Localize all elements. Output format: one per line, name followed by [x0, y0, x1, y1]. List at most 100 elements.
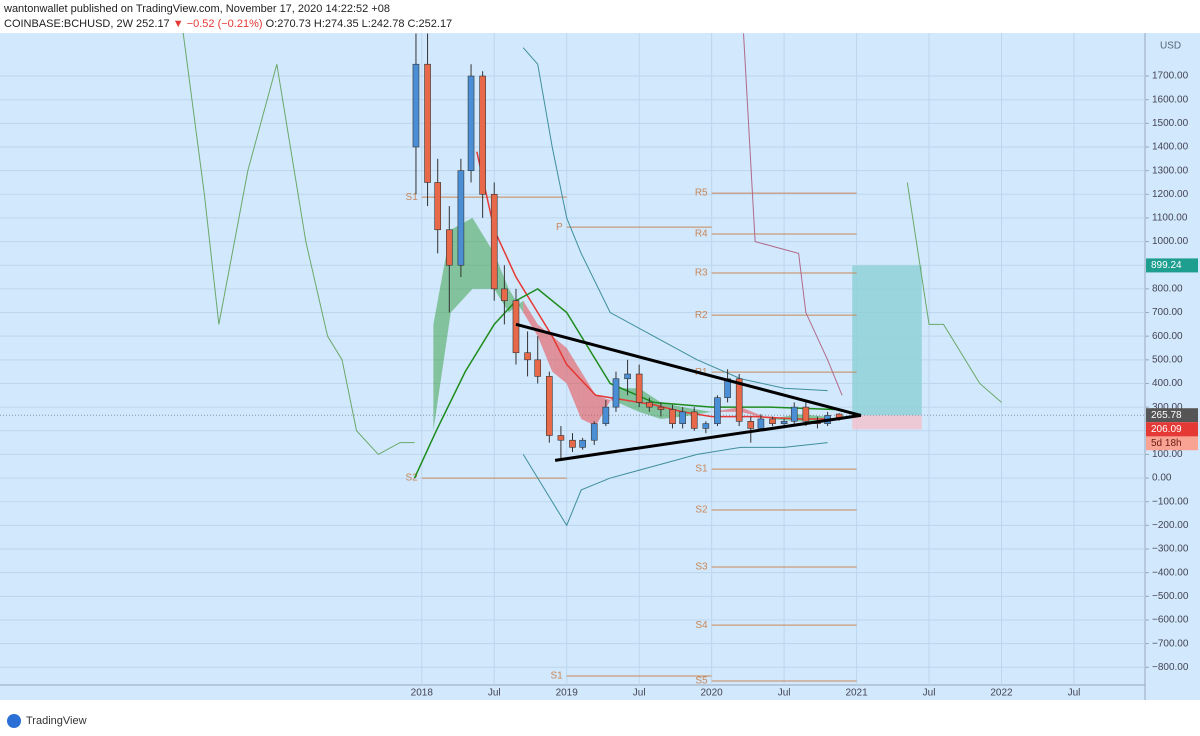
indicator-line [413, 287, 835, 479]
candle-body [690, 411, 698, 429]
y-tick-label: −300.00 [1152, 544, 1189, 555]
x-tick-label: 2019 [556, 688, 579, 699]
high: H:274.35 [313, 18, 359, 30]
candle-body [501, 288, 508, 302]
candle-body [646, 402, 653, 408]
candle-body [769, 418, 776, 424]
candle-body [669, 409, 676, 424]
cloud-segment [472, 217, 495, 289]
y-tick-label: 1600.00 [1152, 94, 1189, 105]
candle-body [780, 421, 788, 424]
y-tick-label: 700.00 [1152, 307, 1183, 318]
pivot-label: R4 [695, 229, 708, 240]
indicator-line [522, 442, 828, 527]
x-tick-label: 2021 [845, 688, 868, 699]
x-tick-label: Jul [923, 688, 936, 699]
cloud-segment [566, 348, 582, 419]
cloud-segment [537, 324, 553, 372]
author-line: wantonwallet published on TradingView.co… [4, 3, 390, 15]
cloud-segment [523, 300, 538, 337]
cloud-segment [581, 371, 596, 427]
trendline [515, 322, 862, 417]
candle-body [412, 63, 420, 148]
y-tick-label: 1700.00 [1152, 71, 1189, 82]
y-tick-label: 1200.00 [1152, 189, 1189, 200]
candle-body [557, 435, 565, 441]
candle-body [679, 411, 686, 424]
cloud-segment [433, 229, 451, 431]
pivot-label: S5 [695, 676, 708, 687]
candle-body [534, 359, 542, 377]
pivot-label: S2 [695, 505, 708, 516]
candle-body [602, 406, 610, 424]
candle-body [479, 75, 486, 195]
y-tick-label: −100.00 [1152, 496, 1189, 507]
y-tick-label: −200.00 [1152, 520, 1189, 531]
candle-body [457, 170, 465, 266]
cloud-segment [552, 336, 567, 384]
candle-body [579, 439, 586, 448]
target-price-tag: 899.24 [1151, 260, 1182, 271]
candle-body [802, 406, 810, 422]
pivot-label: S1 [550, 671, 563, 682]
indicator-line [906, 182, 1002, 403]
candle-body [490, 193, 498, 290]
x-tick-label: Jul [633, 688, 646, 699]
indicator-line [182, 33, 415, 456]
y-tick-label: 1500.00 [1152, 118, 1189, 129]
entry-price-tag-bg [1146, 408, 1198, 423]
candle-body [524, 352, 531, 361]
candle-body [424, 63, 431, 183]
pivot-label: R2 [695, 310, 708, 321]
pivot-label: R5 [695, 188, 708, 199]
y-tick-label: 1000.00 [1152, 236, 1189, 247]
y-tick-label: 800.00 [1152, 284, 1183, 295]
candle-body [657, 406, 665, 410]
y-tick-label: 400.00 [1152, 378, 1183, 389]
candle-body [446, 229, 453, 266]
candle-body [747, 421, 755, 429]
y-tick-label: 500.00 [1152, 354, 1183, 365]
candle-body [635, 373, 643, 403]
y-tick-label: 1300.00 [1152, 165, 1189, 176]
y-tick-label: 0.00 [1152, 473, 1172, 484]
candle-body [434, 182, 442, 231]
candle-body [790, 406, 798, 422]
candle-body [512, 300, 520, 354]
indicator-line [476, 151, 835, 420]
candle-body [569, 439, 576, 448]
pivot-label: S3 [695, 562, 708, 573]
indicator-line [522, 47, 828, 392]
pivot-label: P [556, 222, 563, 233]
countdown: 5d 18h [1151, 438, 1182, 449]
symbol-line: COINBASE:BCHUSD, 2W 252.17 ▼ −0.52 (−0.2… [4, 18, 452, 30]
y-tick-label: −400.00 [1152, 567, 1189, 578]
pivot-label: S1 [406, 192, 419, 203]
y-tick-label: 300.00 [1152, 402, 1183, 413]
pivot-label: S1 [695, 464, 708, 475]
candle-body [735, 378, 743, 422]
x-tick-label: 2018 [411, 688, 434, 699]
y-tick-label: 600.00 [1152, 331, 1183, 342]
open: O:270.73 [265, 18, 311, 30]
target-price-tag-bg [1146, 258, 1198, 273]
close: C:252.17 [407, 18, 453, 30]
pivot-label: S4 [695, 620, 708, 631]
y-tick-label: 100.00 [1152, 449, 1183, 460]
change: ▼ −0.52 (−0.21%) [172, 18, 263, 30]
candle-body [757, 418, 765, 429]
x-tick-label: Jul [1068, 688, 1081, 699]
cloud-segment [740, 407, 770, 419]
candle-body [467, 75, 475, 171]
indicator-line [743, 33, 843, 396]
candle-body [546, 376, 553, 436]
x-tick-label: Jul [778, 688, 791, 699]
x-tick-label: 2022 [990, 688, 1013, 699]
axes: 1700.00 1600.00 1500.00 1400.00 1300.00 1200.… [411, 71, 1198, 699]
y-tick-label: −500.00 [1152, 591, 1189, 602]
last-price: 252.17 [136, 18, 170, 30]
pivot-label: R3 [695, 268, 708, 279]
pivot-label: S2 [406, 473, 419, 484]
brand: TradingView [26, 715, 87, 727]
